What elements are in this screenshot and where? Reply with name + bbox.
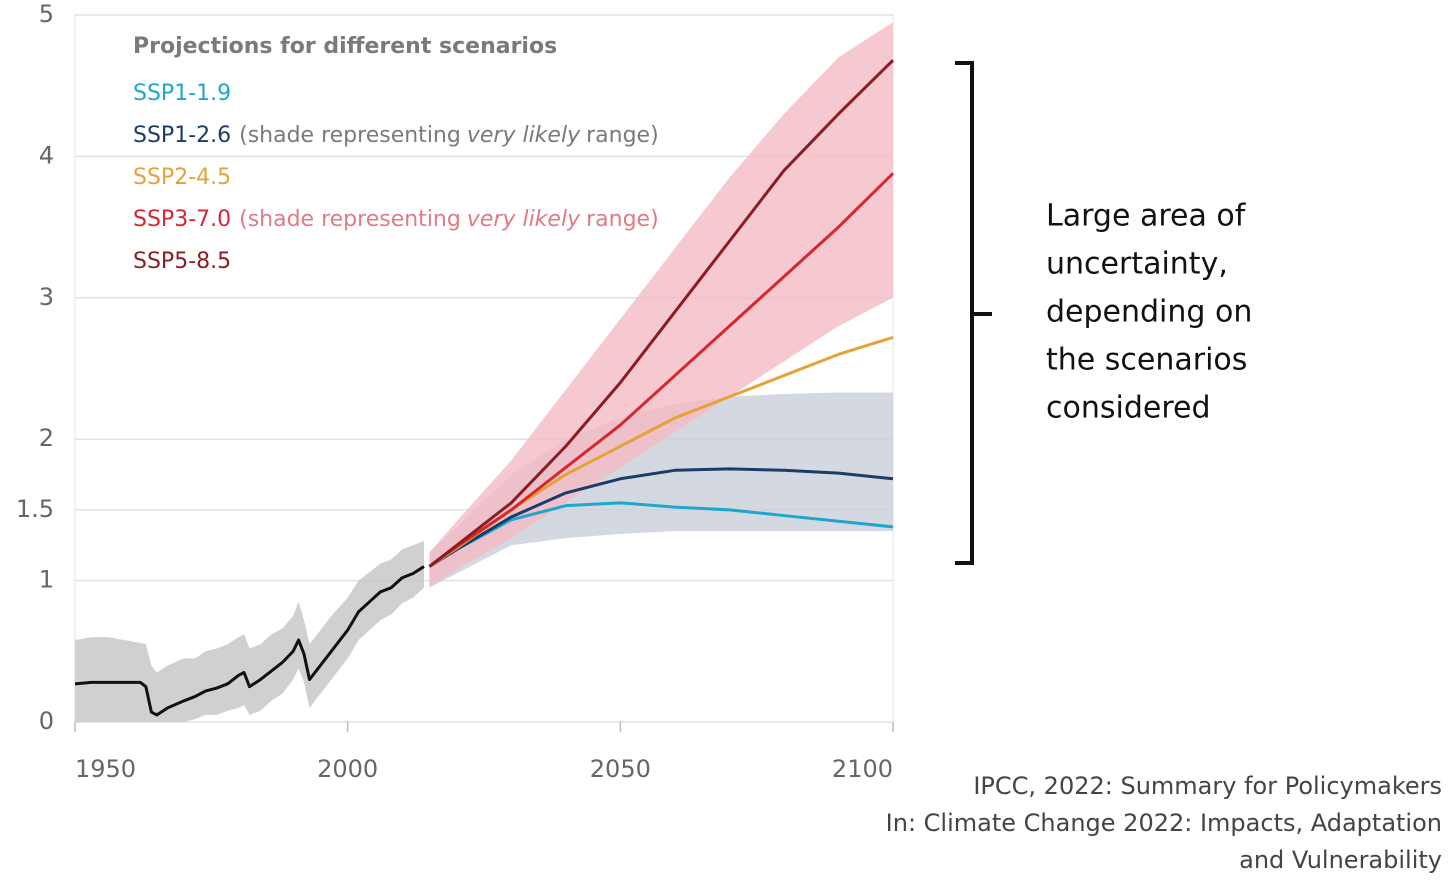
legend-label: SSP1-2.6 [133, 123, 231, 148]
y-tick-label: 1 [39, 566, 54, 594]
annotation: the scenarios [1046, 343, 1247, 378]
legend-entry: SSP1-1.9 [133, 81, 231, 106]
legend-title: Projections for different scenarios [133, 34, 557, 59]
range-band [75, 541, 425, 722]
legend-entry: SSP2-4.5 [133, 165, 231, 190]
source-note: IPCC, 2022: Summary for Policymakers [973, 772, 1442, 800]
y-tick-label: 5 [39, 0, 54, 28]
source-note: and Vulnerability [1239, 846, 1442, 874]
labels: 0 1 1.5 2 3 4 5 1950 2000 2050 2100 Projections for… [16, 0, 1442, 874]
series-line [428, 172, 895, 568]
bracket [955, 61, 992, 565]
x-tick-label: 1950 [75, 755, 136, 783]
legend-note: range) [586, 207, 659, 232]
range-band [429, 392, 893, 588]
y-tick-label: 4 [39, 141, 54, 169]
legend-note-emphasis: very likely [467, 123, 581, 148]
legend-entry: SSP3-7.0 (shade representing very likely ra… [133, 207, 659, 232]
legend-label: SSP5-8.5 [133, 249, 231, 274]
annotation: depending on [1046, 295, 1252, 330]
y-tick-label: 1.5 [16, 495, 54, 523]
legend-note: (shade representing [239, 123, 461, 148]
annotation: considered [1046, 391, 1211, 426]
y-tick-label: 3 [39, 283, 54, 311]
series-line [428, 467, 894, 568]
annotation: Large area of [1046, 199, 1247, 234]
y-tick-label: 0 [39, 707, 54, 735]
series-line [74, 565, 425, 717]
source-note: In: Climate Change 2022: Impacts, Adapta… [886, 809, 1442, 837]
bands [75, 22, 893, 722]
range-band [429, 22, 893, 588]
legend-label: SSP2-4.5 [133, 165, 231, 190]
lines [74, 59, 895, 717]
legend-note: (shade representing [239, 207, 461, 232]
y-tick-label: 2 [39, 424, 54, 452]
x-tick-label: 2000 [317, 755, 378, 783]
series-line [428, 59, 895, 568]
legend-label: SSP1-1.9 [133, 81, 231, 106]
legend-note: range) [586, 123, 659, 148]
x-tick-label: 2100 [832, 755, 893, 783]
annotation: uncertainty, [1046, 247, 1228, 282]
legend-entry: SSP5-8.5 [133, 249, 231, 274]
legend-note-emphasis: very likely [467, 207, 581, 232]
x-tick-label: 2050 [590, 755, 651, 783]
legend-label: SSP3-7.0 [133, 207, 231, 232]
legend-entry: SSP1-2.6 (shade representing very likely ra… [133, 123, 659, 148]
